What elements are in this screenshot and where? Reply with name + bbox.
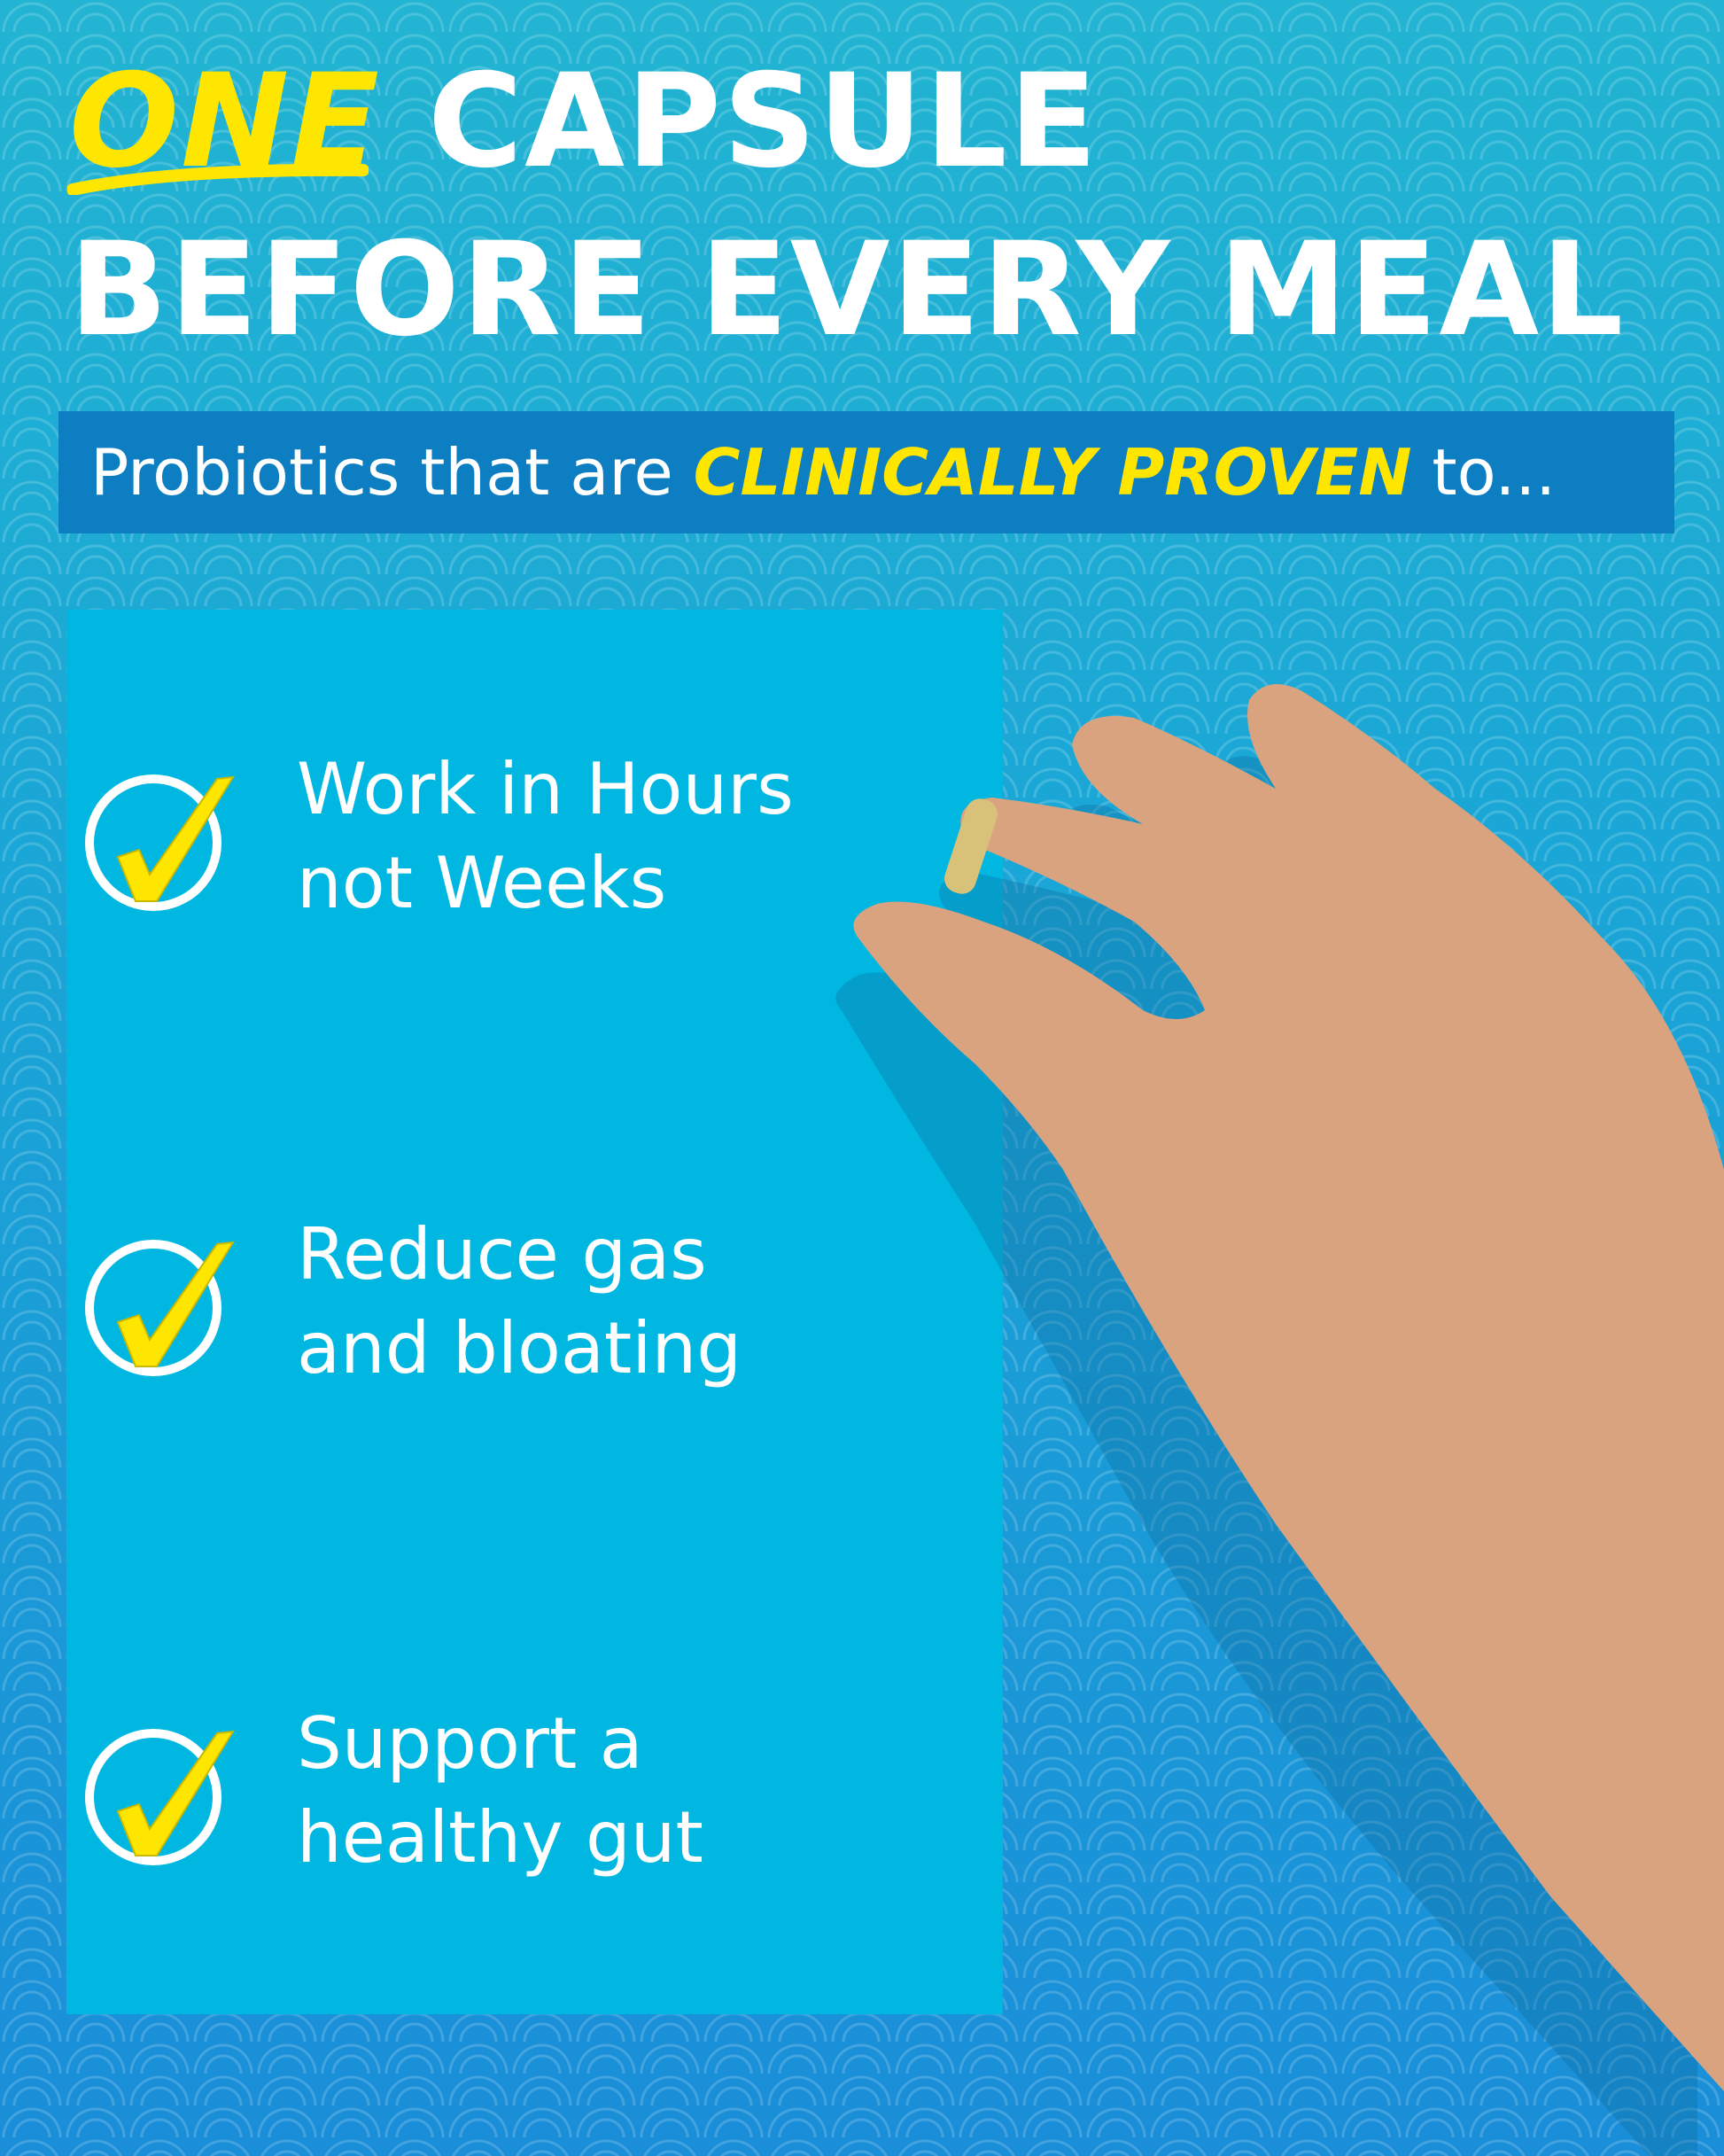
benefit-item: Reduce gas and bloating [84, 1208, 742, 1396]
check-circle-icon [85, 774, 235, 911]
headline: ONE CAPSULE BEFORE EVERY MEAL [67, 46, 1626, 365]
benefit-line: Work in Hours [297, 748, 794, 830]
benefit-line: Reduce gas [297, 1213, 707, 1296]
underline-stroke [67, 163, 369, 195]
benefit-line: Support a [297, 1702, 643, 1785]
capsule-icon [944, 798, 998, 894]
benefit-item: Support a healthy gut [84, 1697, 703, 1885]
subtitle-banner: Probiotics that are CLINICALLY PROVEN to… [58, 411, 1674, 533]
check-circle-icon [85, 1240, 235, 1376]
banner-highlight: CLINICALLY PROVEN [693, 435, 1412, 510]
check-circle-icon [85, 1729, 235, 1865]
headline-emphasis: ONE [67, 46, 382, 197]
hand-holding-capsule-image [835, 684, 1724, 2156]
benefit-line: not Weeks [297, 842, 667, 924]
headline-line2: BEFORE EVERY MEAL [69, 214, 1626, 365]
banner-suffix: to... [1432, 435, 1557, 510]
banner-prefix: Probiotics that are [90, 435, 673, 510]
benefit-line: healthy gut [297, 1796, 703, 1879]
benefit-line: and bloating [297, 1307, 742, 1389]
benefits-panel [66, 610, 1003, 2014]
benefit-item: Work in Hours not Weeks [84, 743, 794, 930]
headline-line1: CAPSULE [427, 46, 1099, 197]
